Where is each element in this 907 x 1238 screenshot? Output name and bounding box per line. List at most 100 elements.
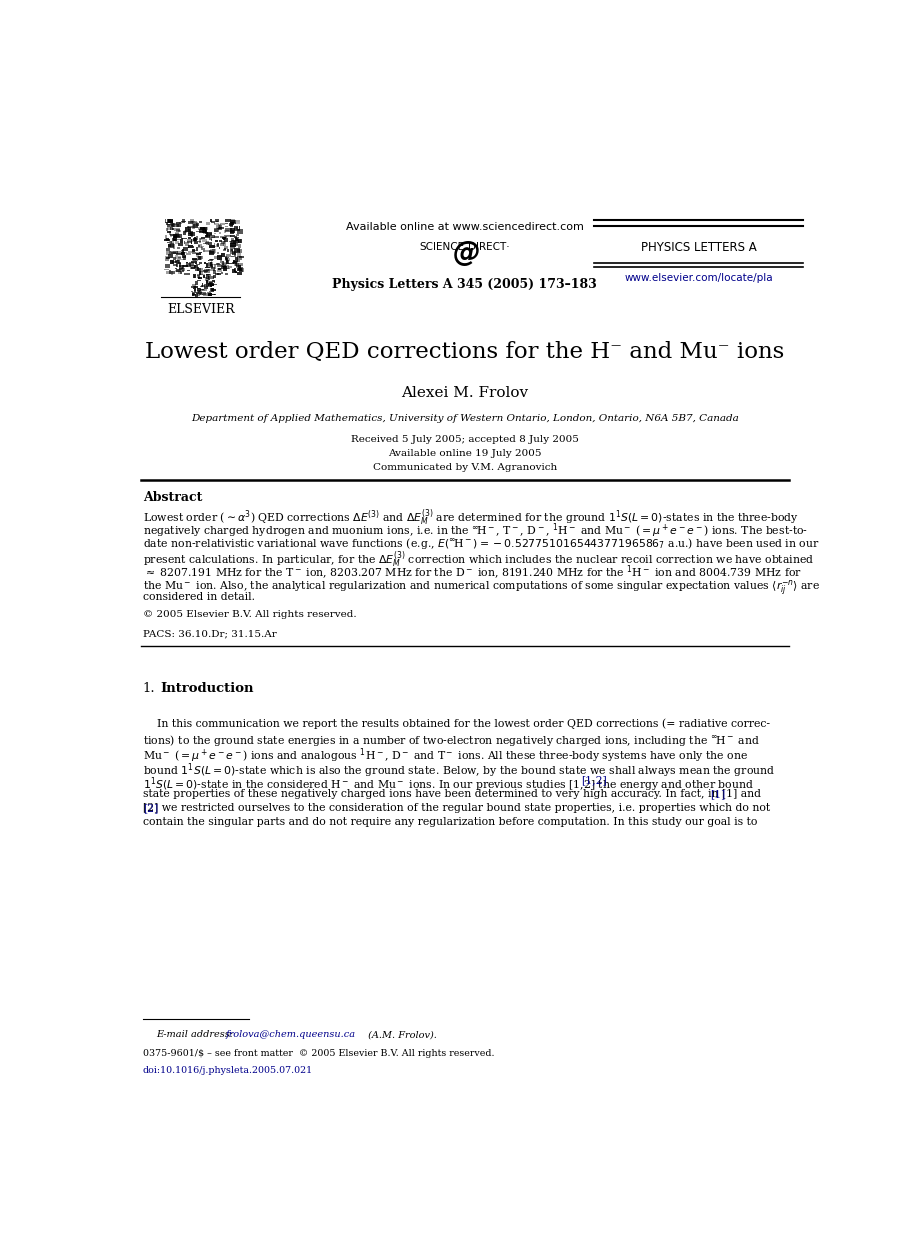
Bar [172, 234, 177, 238]
Bar [211, 293, 215, 296]
Bar [161, 212, 197, 298]
Bar [197, 275, 200, 277]
Text: $1^1S(L=0)$-state in the considered H$^-$ and Mu$^-$ ions. In our previous studi: $1^1S(L=0)$-state in the considered H$^-… [142, 775, 754, 794]
Bar [191, 266, 195, 270]
Bar [190, 234, 192, 235]
Bar [179, 256, 180, 259]
Bar [230, 219, 236, 223]
Bar [177, 234, 180, 239]
Bar [196, 253, 200, 255]
Bar [182, 251, 187, 254]
Bar [205, 236, 210, 239]
Bar [189, 251, 192, 253]
Text: ELSEVIER: ELSEVIER [167, 302, 235, 316]
Bar [235, 244, 238, 246]
Bar [210, 276, 214, 279]
Bar [227, 265, 229, 269]
Bar [196, 248, 199, 251]
Bar [171, 271, 173, 275]
Bar [209, 264, 211, 266]
Text: Lowest order QED corrections for the H⁻ and Mu⁻ ions: Lowest order QED corrections for the H⁻ … [145, 340, 785, 363]
Bar [238, 229, 243, 234]
Bar [225, 223, 228, 224]
Bar [216, 264, 219, 265]
Bar [190, 220, 195, 223]
Bar [195, 295, 198, 297]
Bar [230, 229, 235, 233]
Bar [187, 239, 190, 241]
Bar [171, 238, 174, 241]
Text: Physics Letters A 345 (2005) 173–183: Physics Letters A 345 (2005) 173–183 [333, 277, 597, 291]
Bar [204, 262, 206, 264]
Bar [189, 245, 192, 248]
Bar [166, 239, 169, 241]
Bar [233, 261, 237, 264]
Bar [184, 230, 187, 233]
Bar [181, 238, 183, 239]
Bar [188, 246, 190, 249]
Bar [209, 282, 213, 285]
Bar [206, 241, 209, 245]
Bar [192, 222, 197, 224]
Bar [230, 243, 236, 248]
Bar [203, 227, 207, 230]
Bar [219, 225, 222, 228]
Bar [232, 269, 235, 274]
Bar [175, 270, 180, 272]
Bar [181, 249, 183, 254]
Bar [197, 266, 199, 271]
Bar [177, 259, 179, 260]
Text: PACS: 36.10.Dr; 31.15.Ar: PACS: 36.10.Dr; 31.15.Ar [142, 629, 277, 638]
Bar [210, 249, 216, 253]
Bar [206, 274, 209, 277]
Bar [167, 232, 171, 233]
Bar [206, 232, 209, 236]
Bar [210, 235, 211, 240]
Bar [172, 238, 177, 240]
Bar [227, 249, 229, 253]
Bar [206, 250, 210, 251]
Text: Communicated by V.M. Agranovich: Communicated by V.M. Agranovich [373, 463, 557, 472]
Bar [214, 236, 219, 238]
Bar [225, 228, 230, 232]
Bar [199, 244, 201, 248]
Bar [192, 259, 198, 260]
Bar [194, 241, 198, 244]
Bar [204, 271, 207, 272]
Text: tions) to the ground state energies in a number of two-electron negatively charg: tions) to the ground state energies in a… [142, 733, 759, 748]
Bar [217, 274, 220, 275]
Bar [200, 238, 202, 240]
Bar [169, 244, 174, 248]
Bar [168, 219, 173, 223]
Bar [224, 249, 226, 250]
Bar [197, 293, 200, 296]
Bar [235, 262, 237, 266]
Bar [196, 223, 199, 227]
Bar [235, 238, 238, 241]
Bar [219, 258, 220, 260]
Bar [218, 224, 221, 228]
Bar [226, 260, 228, 264]
Bar [224, 230, 226, 233]
Bar [231, 249, 233, 251]
Bar [168, 244, 171, 246]
Text: @: @ [453, 239, 480, 267]
Bar [226, 219, 231, 222]
Bar [201, 288, 205, 291]
Bar [223, 238, 225, 240]
Bar [184, 241, 189, 245]
Bar [184, 240, 185, 244]
Bar [190, 261, 195, 262]
Bar [191, 286, 193, 288]
Bar [212, 275, 216, 279]
Bar [173, 258, 176, 260]
Bar [194, 265, 198, 269]
Bar [219, 243, 224, 245]
Text: Introduction: Introduction [160, 682, 253, 696]
Text: 0375-9601/$ – see front matter  © 2005 Elsevier B.V. All rights reserved.: 0375-9601/$ – see front matter © 2005 El… [142, 1049, 494, 1058]
Bar [217, 253, 219, 254]
Bar [171, 224, 176, 228]
Bar [176, 269, 180, 272]
Bar [181, 251, 185, 255]
Bar [214, 240, 218, 243]
